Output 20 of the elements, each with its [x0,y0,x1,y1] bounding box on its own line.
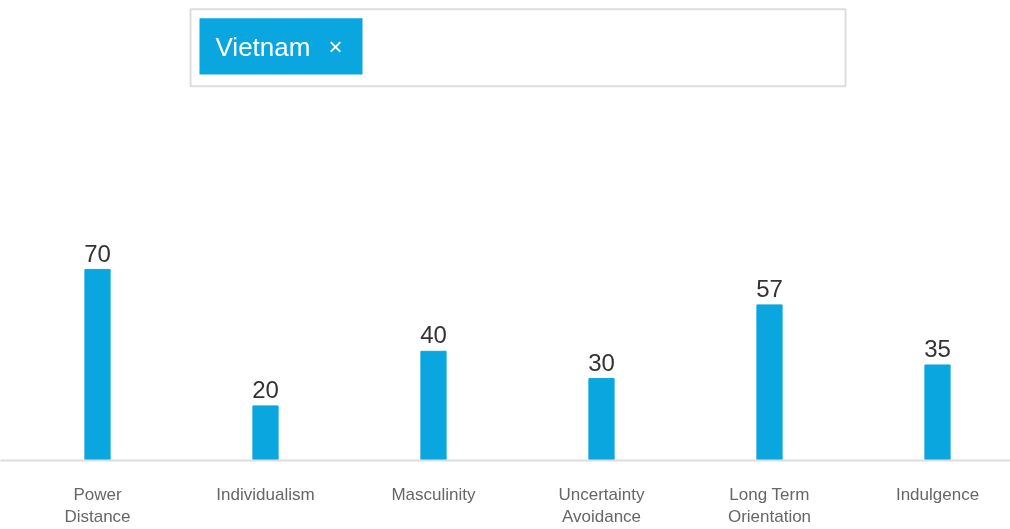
data-label: 57 [756,275,783,303]
bar [924,364,951,461]
bar [252,405,279,461]
bar [420,350,447,461]
data-label: 70 [84,239,111,267]
data-label: 30 [588,348,615,376]
bar [84,268,111,461]
x-tick-label: Long Term Orientation [727,484,812,527]
data-label: 40 [420,321,447,349]
text: Vietnam [215,31,311,62]
text: × [328,33,343,61]
data-label: 35 [924,335,951,363]
x-tick-label: Individualism [216,484,315,504]
x-tick-label: Indulgence [895,484,980,504]
data-label: 20 [252,376,279,404]
bar [588,378,615,461]
x-tick-label: Power Distance [64,484,131,527]
x-tick-label: Uncertainty Avoidance [558,484,645,527]
bar [756,304,783,461]
x-tick-label: Masculinity [391,484,477,504]
